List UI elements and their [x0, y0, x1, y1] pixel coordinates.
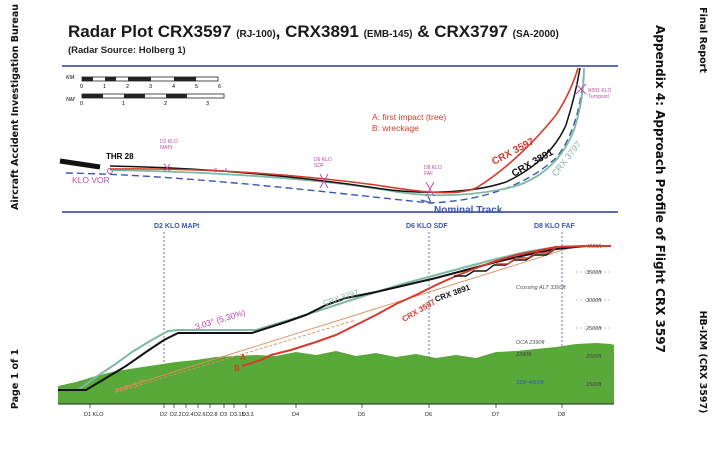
title-emb145: (EMB-145): [363, 29, 413, 40]
x-tick-label: D3.3: [242, 412, 254, 418]
scale-nm-tick: 0: [80, 101, 83, 107]
terrain: [58, 343, 614, 404]
scale-nm-tick: 2: [164, 101, 167, 107]
oca-secondary-label: 2390ft: [515, 352, 532, 358]
header-bureau: Aircraft Accident Investigation Bureau: [10, 3, 21, 211]
svg-text:FAF: FAF: [424, 171, 433, 177]
x-tick-label: D2.4: [182, 412, 194, 418]
alt-label: 2000ft: [585, 354, 602, 360]
scale-km-tick: 1: [103, 84, 106, 90]
plan-fix-labels: D2 KLO MAPt D6 KLO SDF D8 KLO FAF R091 K…: [160, 88, 611, 177]
legend-impact: A: first impact (tree): [372, 112, 446, 122]
svg-text:D6 KLO: D6 KLO: [314, 157, 332, 163]
sdf-alt-label: SDF 4000ft: [516, 380, 544, 386]
svg-text:MAPt: MAPt: [160, 145, 173, 151]
title-rj100: (RJ-100): [236, 29, 276, 40]
plot-canvas: KM NM 0 1 2 3 4 5 6 0 1 2 3 THR 28 KLO VOR Nomina…: [58, 65, 618, 418]
scale-km-tick: 2: [126, 84, 129, 90]
glideslope-label: 3.03° (5.30%): [194, 307, 247, 332]
title-crx3797: & CRX3797: [412, 22, 508, 41]
alt-label: 2500ft: [585, 326, 602, 332]
x-tick-label: D2.6: [194, 412, 206, 418]
plan-track-crx3597: [109, 67, 579, 194]
profile-steps: [454, 249, 555, 277]
svg-text:D8 KLO FAF: D8 KLO FAF: [534, 223, 576, 230]
x-tick-label: D2: [160, 412, 167, 418]
plan-mark-b: B: [214, 168, 218, 174]
x-tick-label: D6: [425, 412, 432, 418]
scale-km-tick: 5: [195, 84, 198, 90]
approach-profile-figure: Radar Plot CRX3597 (RJ-100), CRX3891 (EM…: [56, 0, 624, 470]
scale-nm-tick: 3: [206, 101, 209, 107]
svg-text:D8 KLO: D8 KLO: [424, 165, 442, 171]
title-crx3597: Radar Plot CRX3597: [68, 22, 232, 41]
x-tick-label: D2.2: [170, 412, 182, 418]
title-sa2000: (SA-2000): [512, 29, 559, 40]
legend-wreckage: B: wreckage: [372, 123, 419, 133]
scale-km-tick: 3: [149, 84, 152, 90]
scale-km-tick: 4: [172, 84, 175, 90]
profile-mark-a: A: [240, 353, 246, 362]
plan-fix-markers: [163, 83, 587, 197]
oca-label: OCA 2390ft: [516, 340, 545, 346]
footer-registration: HB-IXM (CRX 3597): [697, 310, 708, 414]
profile-mark-b: B: [234, 364, 240, 373]
alt-label: 3500ft: [586, 270, 602, 276]
x-tick-label: D3.15: [230, 412, 245, 418]
scale-km-tick: 6: [218, 84, 221, 90]
svg-text:D2 KLO MAPt: D2 KLO MAPt: [154, 223, 200, 230]
scale-nm-tick: 1: [122, 101, 125, 107]
svg-text:D2 KLO: D2 KLO: [160, 139, 178, 145]
header-final-report: Final Report: [697, 7, 708, 73]
nominal-track-label: Nominal Track: [434, 205, 503, 216]
svg-text:SDF: SDF: [314, 163, 324, 169]
alt-label: 3000ft: [586, 298, 602, 304]
plan-track-crx3797: [109, 67, 585, 197]
nominal-track: [65, 71, 585, 204]
papi-line: [115, 319, 357, 393]
profile-vertical-refs: [163, 232, 563, 404]
thr-label: THR 28: [106, 152, 134, 161]
x-tick-label: D1 KLO: [84, 412, 104, 418]
profile-headers: D2 KLO MAPt D6 KLO SDF D8 KLO FAF: [154, 223, 576, 230]
scale-km-label: KM: [66, 75, 75, 81]
figure-subtitle: (Radar Source: Holberg 1): [68, 45, 186, 56]
x-tick-label: D2.8: [206, 412, 218, 418]
x-tick-label: D5: [358, 412, 365, 418]
svg-text:Turnpoint: Turnpoint: [588, 94, 610, 100]
profile-label-crx3891: CRX 3891: [434, 283, 472, 304]
profile-label-crx3597: CRX 3597: [401, 297, 438, 324]
x-tick-label: D3: [220, 412, 227, 418]
title-crx3891: , CRX3891: [275, 22, 359, 41]
svg-text:D6 KLO SDF: D6 KLO SDF: [406, 223, 448, 230]
x-tick-label: D8: [558, 412, 565, 418]
scale-nm-label: NM: [66, 97, 75, 103]
runway: [59, 158, 101, 170]
glideslope-line: [115, 245, 577, 391]
alt-label: 1500ft: [586, 382, 602, 388]
figure-title: Radar Plot CRX3597 (RJ-100), CRX3891 (EM…: [68, 22, 559, 42]
x-tick-label: D7: [492, 412, 499, 418]
crossing-alt-label: Crossing ALT 3360ft: [516, 285, 566, 291]
profile-label-crx3797: CRX 3797: [322, 288, 360, 308]
profile-steps-red: [496, 247, 557, 265]
scale-km-tick: 0: [80, 84, 83, 90]
scale-nm-bar: [81, 93, 225, 99]
page-number: Page 1 of 1: [10, 348, 21, 410]
x-tick-label: D4: [292, 412, 299, 418]
vor-label: KLO VOR: [72, 175, 110, 185]
plan-mark-a: A: [224, 168, 228, 174]
plan-track-crx3891: [109, 67, 581, 193]
scale-bar: KM NM 0 1 2 3 4 5 6 0 1 2 3: [66, 75, 225, 107]
profile-crx3597: [241, 245, 611, 367]
appendix-heading: Appendix 4: Approach Profile of Flight C…: [653, 25, 667, 353]
svg-text:R091 KLO: R091 KLO: [588, 88, 611, 94]
